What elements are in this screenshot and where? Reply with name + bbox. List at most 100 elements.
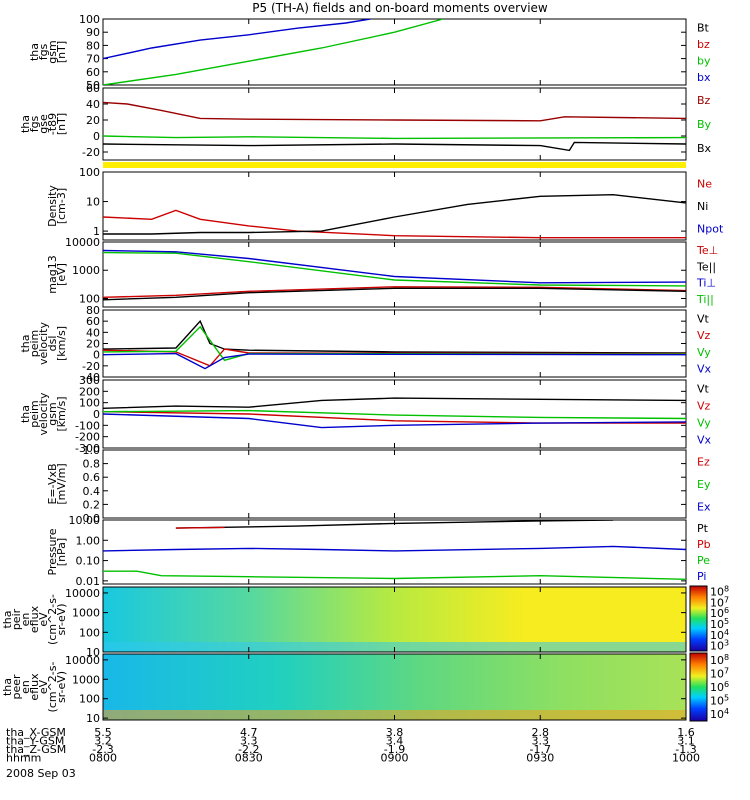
svg-text:fgs: fgs	[37, 43, 50, 60]
panel-frame	[102, 519, 687, 585]
y-tick-label: 40	[86, 326, 100, 339]
y-tick-label: 10	[86, 712, 100, 725]
svg-text:Density: Density	[46, 185, 59, 227]
panel-6: 0.00.20.40.60.81.0 E=-VxB[mV/m] Ez Ey Ex	[46, 444, 711, 525]
y-axis-label: Density[cm-3]	[46, 185, 68, 227]
y-tick-label: 0	[93, 130, 100, 143]
series-line-Bz	[103, 101, 686, 122]
panel-8: 10310410510610710810100100010000thapeire…	[1, 584, 729, 659]
y-tick-label: 1	[93, 225, 100, 238]
legend-entry: Bt	[697, 21, 710, 34]
legend-entry: Vt	[697, 312, 710, 325]
panel-frame	[102, 379, 687, 449]
footer-value: 3.1	[677, 735, 695, 748]
svg-text:gse: gse	[37, 114, 50, 134]
svg-text:eflux: eflux	[28, 673, 41, 701]
y-tick-label: 1000	[72, 264, 100, 277]
y-tick-label: -300	[75, 442, 100, 455]
legend-entry: Pt	[697, 522, 709, 535]
panel-frame	[102, 449, 687, 519]
series-line-Vy	[103, 409, 686, 420]
legend-entry: by	[697, 54, 711, 67]
y-tick-label: 100	[79, 13, 100, 26]
footer-value: 1.6	[677, 726, 695, 739]
footer-value: 2.8	[532, 726, 550, 739]
legend-entry: Ni	[697, 200, 708, 213]
colorbar-tick: 105	[710, 694, 729, 708]
legend-entry: Vy	[697, 417, 711, 430]
footer-value: 0900	[381, 752, 409, 765]
legend-entry: Pe	[697, 554, 710, 567]
legend-entry: Te⊥	[696, 244, 718, 257]
legend-entry: Ey	[697, 478, 711, 491]
legend-entry: By	[697, 118, 712, 131]
svg-text:[nT]: [nT]	[55, 113, 68, 135]
y-tick-label: 0.6	[83, 471, 101, 484]
panel-3: 100 1000 10000 mag13[eV] Te⊥ Te|| Ti⊥ Ti||	[46, 236, 718, 308]
svg-text:gsm: gsm	[46, 40, 59, 63]
y-tick-label: 0.2	[83, 498, 101, 511]
svg-text:[cm-3]: [cm-3]	[55, 188, 68, 224]
footer-value: 3.4	[386, 735, 404, 748]
y-tick-label: -20	[82, 146, 100, 159]
footer-value: 5.5	[94, 726, 112, 739]
svg-text:peer: peer	[10, 674, 23, 700]
svg-text:tha: tha	[1, 678, 14, 696]
footer-row-label: tha_X-GSM	[6, 726, 66, 739]
svg-text:sr-eV): sr-eV)	[55, 671, 68, 703]
series-line-Ti⊥	[103, 249, 686, 284]
panel-9: 10410510610710810100100010000thapeerenef…	[1, 652, 729, 725]
svg-text:velocity: velocity	[37, 322, 50, 365]
y-tick-label: 60	[86, 82, 100, 95]
y-tick-label: 0.0	[83, 512, 101, 525]
y-tick-label: 0.8	[83, 458, 101, 471]
panel-frame	[102, 241, 687, 308]
legend-entry: Ne	[697, 177, 712, 190]
colorbar-9	[689, 652, 708, 722]
series-line-Vt	[103, 319, 686, 354]
y-tick-label: 40	[86, 98, 100, 111]
series-line-Ni	[103, 193, 686, 235]
series-line-Vt	[103, 397, 686, 409]
y-axis-label: E=-VxB[mV/m]	[46, 463, 68, 504]
legend-entry: Pb	[697, 538, 711, 551]
legend-entry: Vx	[697, 434, 712, 447]
svg-text:tha: tha	[19, 405, 32, 423]
footer-value: -2.3	[92, 743, 113, 756]
y-tick-label: 10000	[65, 654, 100, 667]
y-tick-label: 60	[86, 66, 100, 79]
svg-text:[km/s]: [km/s]	[55, 396, 68, 431]
series-line-Pb	[175, 526, 225, 529]
panel-2: 1 10 100 Density[cm-3] Ne Ni Npot	[46, 166, 724, 241]
svg-text:velocity: velocity	[37, 392, 50, 435]
svg-text:peim: peim	[28, 400, 41, 428]
series-line-Pi	[103, 545, 686, 552]
svg-text:[km/s]: [km/s]	[55, 326, 68, 361]
svg-text:[mV/m]: [mV/m]	[55, 463, 68, 504]
x-axis-footer: tha_X-GSM 5.5 4.7 3.8 2.8 1.6 tha_Y-GSM 3.2 3.3 3…	[6, 726, 700, 765]
series-line-Ne	[103, 209, 686, 239]
y-tick-label: 100	[79, 166, 100, 179]
series-line-Te||	[103, 287, 686, 301]
y-tick-label: 10000	[65, 236, 100, 249]
y-tick-label: 100	[79, 626, 100, 639]
legend-entry: Ez	[697, 455, 710, 468]
y-tick-label: 0	[93, 408, 100, 421]
y-tick-label: 10	[86, 196, 100, 209]
legend-entry: Te||	[696, 260, 716, 273]
footer-value: -2.2	[238, 743, 259, 756]
y-tick-label: 20	[86, 338, 100, 351]
y-tick-label: 80	[86, 304, 100, 317]
y-tick-label: 90	[86, 26, 100, 39]
y-tick-label: 100	[79, 693, 100, 706]
y-tick-label: 0.4	[83, 485, 101, 498]
date-label: 2008 Sep 03	[6, 767, 76, 780]
footer-value: 0930	[526, 752, 554, 765]
